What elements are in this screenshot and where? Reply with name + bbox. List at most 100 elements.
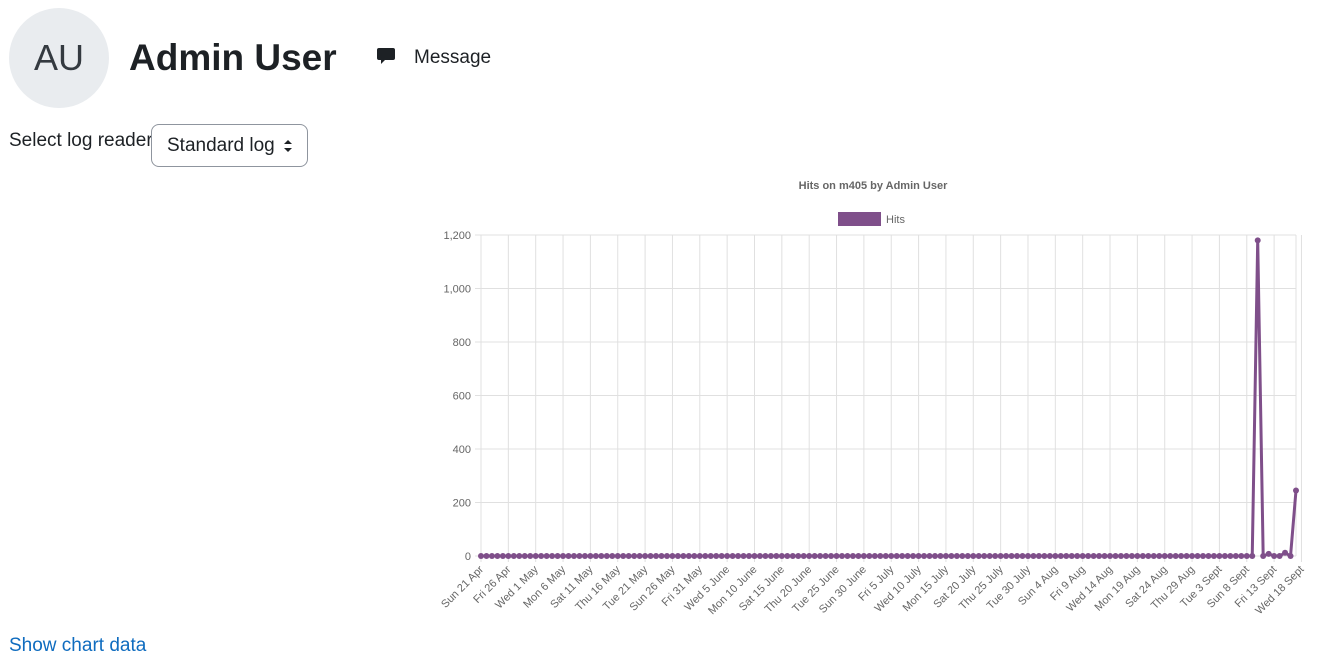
series-line <box>481 238 1298 558</box>
data-point <box>724 553 731 559</box>
data-point <box>729 553 736 559</box>
data-point <box>871 553 878 559</box>
data-point <box>942 553 949 559</box>
data-point <box>1112 553 1119 559</box>
data-point <box>614 553 621 559</box>
data-point <box>746 553 753 559</box>
data-point <box>1035 553 1042 559</box>
data-point <box>576 553 583 559</box>
log-reader-label: Select log reader <box>9 130 153 151</box>
data-point <box>1063 553 1070 559</box>
y-axis: 0 200 400 600 800 1,000 1,200 <box>443 230 471 563</box>
data-point <box>1052 553 1059 559</box>
data-point <box>1068 553 1075 559</box>
data-point <box>707 553 714 559</box>
data-point <box>1249 553 1256 559</box>
y-tick-label: 400 <box>453 444 471 456</box>
data-point <box>1238 553 1245 559</box>
data-point <box>784 553 791 559</box>
data-point <box>767 553 774 559</box>
data-point <box>855 553 862 559</box>
data-point <box>631 553 638 559</box>
y-tick-label: 1,000 <box>443 284 471 296</box>
data-point <box>844 553 851 559</box>
data-point <box>899 553 906 559</box>
data-point <box>1117 553 1124 559</box>
data-point <box>762 553 769 559</box>
data-point <box>603 553 610 559</box>
data-point <box>718 553 725 559</box>
chart-legend: Hits <box>838 212 905 226</box>
data-point <box>849 553 856 559</box>
data-point <box>1134 553 1141 559</box>
series-hits <box>478 237 1299 559</box>
data-point <box>494 553 501 559</box>
data-point <box>1156 553 1163 559</box>
avatar-initials: AU <box>33 37 84 78</box>
data-point <box>1139 553 1146 559</box>
data-point <box>499 553 506 559</box>
data-point <box>751 553 758 559</box>
data-point <box>1008 553 1015 559</box>
data-point <box>822 553 829 559</box>
data-point <box>1057 553 1064 559</box>
legend-swatch <box>838 212 881 226</box>
data-point <box>1024 553 1031 559</box>
data-point <box>735 553 742 559</box>
data-point <box>1205 553 1212 559</box>
data-point <box>1221 553 1228 559</box>
data-point <box>538 553 545 559</box>
data-point <box>1216 553 1223 559</box>
data-point <box>1030 553 1037 559</box>
data-point <box>653 553 660 559</box>
data-point <box>1123 553 1130 559</box>
show-chart-data-link[interactable]: Show chart data <box>9 635 147 656</box>
data-point <box>1046 553 1053 559</box>
data-point <box>532 553 539 559</box>
data-point <box>1074 553 1081 559</box>
data-point <box>1254 237 1261 244</box>
data-point <box>1178 553 1185 559</box>
data-point <box>964 553 971 559</box>
data-point <box>800 553 807 559</box>
data-point <box>888 553 895 559</box>
data-point <box>521 553 528 559</box>
hits-chart: Hits on m405 by Admin User Hits 0 200 400 6… <box>439 180 1306 617</box>
select-caret-icon <box>284 140 292 152</box>
chart-title: Hits on m405 by Admin User <box>799 180 948 192</box>
data-point <box>1085 553 1092 559</box>
data-point <box>740 553 747 559</box>
data-point <box>1271 553 1278 559</box>
data-point <box>663 553 670 559</box>
y-tick-label: 600 <box>453 391 471 403</box>
y-tick-label: 0 <box>465 551 471 563</box>
data-point <box>948 553 955 559</box>
data-point <box>642 553 649 559</box>
y-tick-label: 800 <box>453 337 471 349</box>
chart-grid <box>475 234 1302 562</box>
data-point <box>527 553 534 559</box>
data-point <box>1079 553 1086 559</box>
message-button[interactable]: Message <box>376 44 491 72</box>
data-point <box>609 553 616 559</box>
data-point <box>669 553 676 559</box>
data-point <box>789 553 796 559</box>
data-point <box>1282 549 1289 556</box>
data-point <box>505 553 512 559</box>
data-point <box>1041 553 1048 559</box>
data-point <box>1227 553 1234 559</box>
data-point <box>1150 553 1157 559</box>
data-point <box>806 553 813 559</box>
data-point <box>691 553 698 559</box>
data-point <box>893 553 900 559</box>
data-point <box>953 553 960 559</box>
data-point <box>674 553 681 559</box>
log-reader-select[interactable]: Standard log <box>151 124 308 167</box>
data-point <box>570 553 577 559</box>
data-point <box>773 553 780 559</box>
data-point <box>478 553 484 559</box>
data-point <box>549 553 556 559</box>
data-point <box>1260 553 1267 559</box>
data-point <box>1189 553 1196 559</box>
